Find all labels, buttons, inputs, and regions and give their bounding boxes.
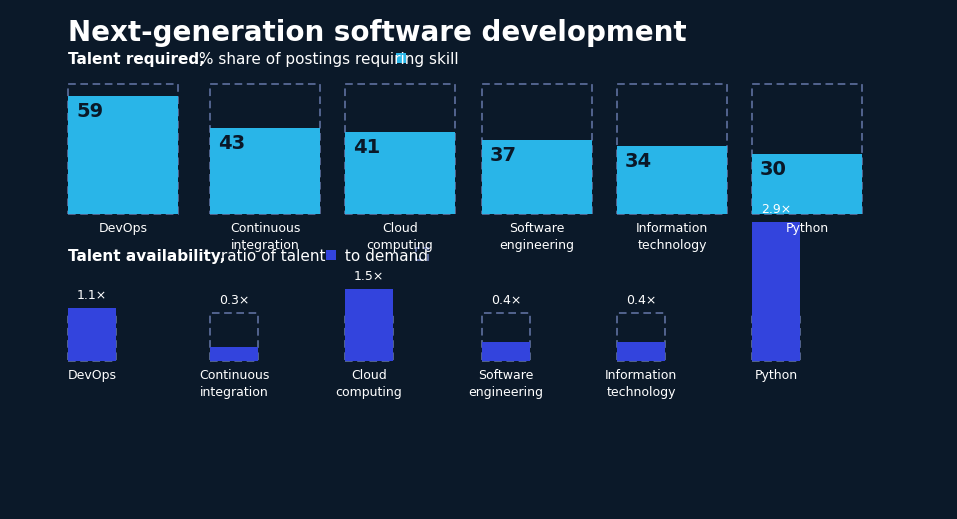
Bar (210, 313, 258, 361)
Text: Talent required,: Talent required, (68, 52, 205, 67)
Bar (617, 146, 727, 214)
Bar (752, 222, 800, 361)
Bar (396, 53, 406, 63)
Text: 30: 30 (760, 160, 787, 179)
Bar (752, 154, 862, 214)
Text: Software
engineering: Software engineering (469, 369, 544, 399)
Text: Software
engineering: Software engineering (500, 222, 574, 252)
Bar (326, 250, 336, 260)
Text: 43: 43 (218, 134, 245, 153)
Text: 1.5×: 1.5× (354, 270, 384, 283)
Text: 0.4×: 0.4× (626, 294, 657, 307)
Text: 37: 37 (490, 146, 517, 165)
Text: 34: 34 (625, 152, 652, 171)
Bar (345, 289, 393, 361)
Text: DevOps: DevOps (99, 222, 147, 235)
Bar (416, 248, 428, 260)
Text: Information
technology: Information technology (635, 222, 708, 252)
Bar (482, 342, 530, 361)
Text: 41: 41 (353, 138, 380, 157)
Text: Continuous
integration: Continuous integration (230, 222, 300, 252)
Bar (68, 308, 116, 361)
Text: 0.3×: 0.3× (219, 294, 249, 307)
Text: 2.9×: 2.9× (761, 203, 791, 216)
Bar (345, 84, 455, 214)
Bar (752, 84, 862, 214)
Bar (68, 313, 116, 361)
Bar (617, 313, 665, 361)
Text: ratio of talent: ratio of talent (216, 249, 325, 264)
Text: 59: 59 (76, 102, 103, 121)
Text: % share of postings requiring skill: % share of postings requiring skill (194, 52, 458, 67)
Bar (210, 347, 258, 361)
Bar (482, 140, 592, 214)
Bar (482, 84, 592, 214)
Text: 0.4×: 0.4× (491, 294, 522, 307)
Bar (210, 128, 320, 214)
Text: 1.1×: 1.1× (77, 289, 107, 302)
Bar (617, 342, 665, 361)
Bar (482, 313, 530, 361)
Bar (68, 96, 178, 214)
Text: to demand: to demand (340, 249, 428, 264)
Text: Information
technology: Information technology (605, 369, 678, 399)
Text: Talent availability,: Talent availability, (68, 249, 226, 264)
Text: DevOps: DevOps (68, 369, 117, 382)
Text: Cloud
computing: Cloud computing (367, 222, 434, 252)
Bar (210, 84, 320, 214)
Bar (68, 84, 178, 214)
Bar (752, 313, 800, 361)
Text: Python: Python (786, 222, 829, 235)
Bar (617, 84, 727, 214)
Text: Next-generation software development: Next-generation software development (68, 19, 686, 47)
Text: Python: Python (754, 369, 797, 382)
Bar (345, 132, 455, 214)
Text: Continuous
integration: Continuous integration (199, 369, 269, 399)
Text: Cloud
computing: Cloud computing (336, 369, 402, 399)
Bar (345, 313, 393, 361)
